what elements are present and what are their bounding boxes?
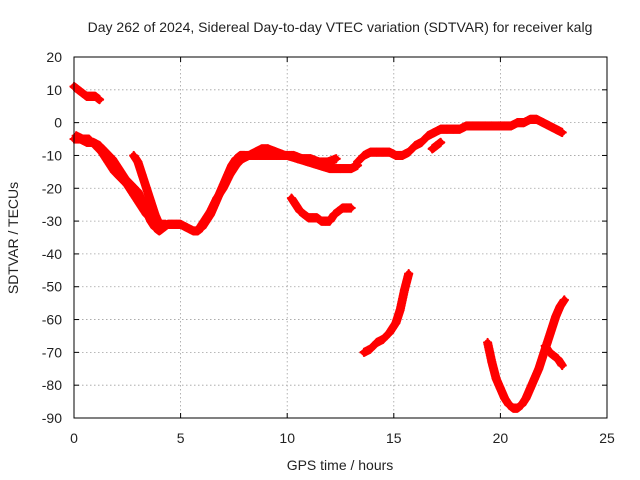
series-arc-6 <box>263 144 341 167</box>
y-tick-label: 0 <box>54 115 62 131</box>
x-axis-label: GPS time / hours <box>287 457 394 473</box>
x-tick-label: 10 <box>279 430 295 446</box>
data-point-marker <box>404 269 414 279</box>
y-tick-label: -40 <box>42 246 62 262</box>
y-tick-label: -90 <box>42 410 62 426</box>
y-tick-label: -80 <box>42 377 62 393</box>
x-tick-label: 25 <box>599 430 615 446</box>
y-tick-label: -30 <box>42 213 62 229</box>
y-tick-label: 10 <box>46 82 62 98</box>
data-point-marker <box>557 127 567 138</box>
series-arc-9 <box>427 137 446 154</box>
series-arc-1 <box>69 81 105 105</box>
data-point-marker <box>154 219 164 229</box>
grid-lines <box>74 57 607 418</box>
x-tick-label: 15 <box>386 430 402 446</box>
series-arc-8 <box>352 114 567 167</box>
data-point-marker <box>559 295 569 305</box>
y-tick-label: -50 <box>42 279 62 295</box>
chart-title: Day 262 of 2024, Sidereal Day-to-day VTE… <box>88 19 593 35</box>
data-points <box>69 81 569 413</box>
series-arc-10 <box>359 269 414 357</box>
data-point-marker <box>436 137 446 147</box>
y-tick-label: 20 <box>46 49 62 65</box>
series-arc-12 <box>540 341 567 371</box>
series-arc-7 <box>286 193 356 226</box>
data-point-marker <box>94 95 105 105</box>
x-tick-label: 0 <box>70 430 78 446</box>
y-tick-label: -10 <box>42 147 62 163</box>
data-point-marker <box>557 360 567 371</box>
y-axis-label: SDTVAR / TECUs <box>5 182 21 294</box>
series-arc-11 <box>483 295 569 413</box>
y-tick-label: -20 <box>42 180 62 196</box>
plot-frame <box>73 56 608 419</box>
y-tick-label: -70 <box>42 344 62 360</box>
data-point-marker <box>346 203 356 213</box>
data-point-marker <box>331 154 341 164</box>
axis-ticks: 0 5 10 15 20 25 -90 -80 -70 -60 -50 -40 -30 -20 -10 0 10… <box>42 49 615 446</box>
x-tick-label: 20 <box>493 430 509 446</box>
y-tick-label: -60 <box>42 312 62 328</box>
series-arc-4 <box>129 150 164 229</box>
x-tick-label: 5 <box>177 430 185 446</box>
